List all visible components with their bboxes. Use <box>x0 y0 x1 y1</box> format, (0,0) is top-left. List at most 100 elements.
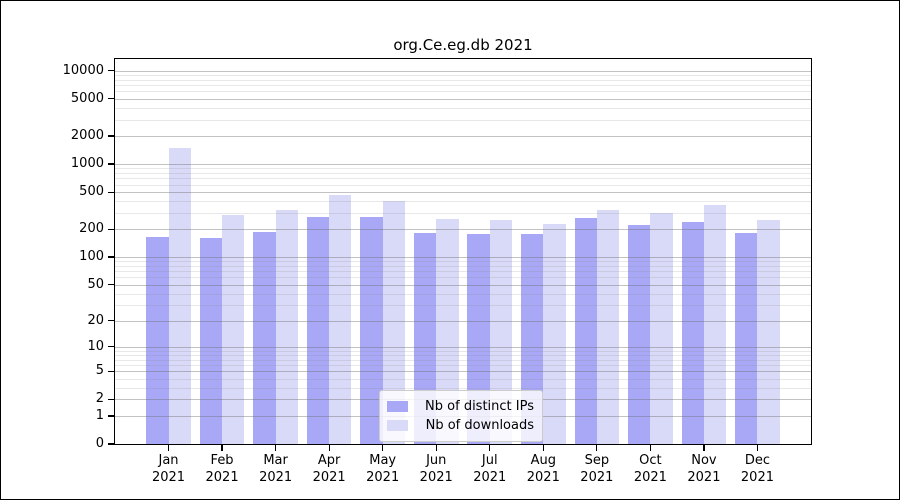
bar-nb-of-downloads-jan-2021 <box>168 147 191 444</box>
x-tick-label-line: Mar <box>263 453 288 468</box>
x-tick-label-line: 2021 <box>366 470 400 485</box>
x-tick-mark-jul-2021 <box>489 444 491 451</box>
x-tick-label-line: 2021 <box>419 470 453 485</box>
x-tick-label-line: 2021 <box>259 470 293 485</box>
y-tick-label-0: 0 <box>95 436 104 451</box>
x-tick-mark-oct-2021 <box>649 444 651 451</box>
bar-nb-of-distinct-ips-mar-2021 <box>253 231 276 444</box>
bar-nb-of-distinct-ips-jan-2021 <box>146 236 169 444</box>
bar-nb-of-downloads-jul-2021 <box>489 220 513 444</box>
x-tick-label-line: 2021 <box>473 470 507 485</box>
bar-nb-of-downloads-feb-2021 <box>222 214 245 444</box>
y-tick-label-1: 1 <box>95 407 104 423</box>
x-tick-label-line: Apr <box>317 453 341 468</box>
y-tick-mark-1 <box>108 415 115 417</box>
x-tick-label-line: Feb <box>210 453 234 468</box>
x-tick-label-oct-2021: Oct 2021 <box>622 452 678 486</box>
x-tick-mark-jun-2021 <box>435 444 437 451</box>
x-tick-mark-nov-2021 <box>703 444 705 451</box>
x-tick-mark-sep-2021 <box>596 444 598 451</box>
x-tick-label-line: 2021 <box>687 470 721 485</box>
x-tick-label-line: Dec <box>744 453 771 468</box>
y-tick-mark-0 <box>108 443 115 445</box>
y-tick-mark-1000 <box>108 163 115 165</box>
x-tick-label-jan-2021: Jan 2021 <box>141 452 197 486</box>
y-tick-label-20: 20 <box>87 312 104 328</box>
x-tick-label-sep-2021: Sep 2021 <box>569 452 625 486</box>
bar-nb-of-downloads-sep-2021 <box>596 210 620 444</box>
legend: Nb of distinct IPs Nb of downloads <box>379 390 543 442</box>
bar-nb-of-distinct-ips-oct-2021 <box>628 224 651 444</box>
x-tick-label-jun-2021: Jun 2021 <box>408 452 464 486</box>
x-tick-label-line: Jun <box>426 453 447 468</box>
y-tick-mark-20 <box>108 320 115 322</box>
x-tick-label-line: 2021 <box>740 470 774 485</box>
bar-nb-of-distinct-ips-nov-2021 <box>681 222 704 444</box>
y-tick-label-500: 500 <box>79 184 104 200</box>
x-tick-label-may-2021: May 2021 <box>355 452 411 486</box>
y-tick-label-10: 10 <box>87 338 104 354</box>
bars-layer <box>115 59 811 444</box>
bar-nb-of-downloads-jun-2021 <box>436 218 459 444</box>
y-tick-label-2: 2 <box>95 391 104 407</box>
y-tick-label-200: 200 <box>79 221 104 237</box>
x-tick-mark-dec-2021 <box>756 444 759 451</box>
y-tick-mark-100 <box>108 256 115 258</box>
x-tick-mark-apr-2021 <box>328 444 330 451</box>
legend-label-nb-of-distinct-ips: Nb of distinct IPs <box>425 399 534 414</box>
y-tick-mark-10000 <box>108 70 115 72</box>
y-tick-label-1000: 1000 <box>70 156 104 172</box>
x-tick-label-line: Aug <box>530 453 556 468</box>
x-tick-label-dec-2021: Dec 2021 <box>729 452 785 486</box>
legend-swatch-nb-of-distinct-ips <box>387 401 408 412</box>
x-tick-label-line: 2021 <box>205 470 239 485</box>
bar-nb-of-distinct-ips-sep-2021 <box>574 217 597 444</box>
y-tick-mark-2000 <box>108 135 115 137</box>
x-tick-label-line: Sep <box>584 453 610 468</box>
bar-nb-of-downloads-dec-2021 <box>757 220 780 444</box>
legend-item-nb-of-downloads: Nb of downloads <box>387 416 534 435</box>
x-tick-label-line: 2021 <box>312 470 346 485</box>
x-tick-label-line: Nov <box>691 453 717 468</box>
x-tick-label-apr-2021: Apr 2021 <box>301 452 357 486</box>
bar-nb-of-distinct-ips-dec-2021 <box>735 232 758 444</box>
bar-nb-of-downloads-may-2021 <box>382 201 405 444</box>
x-tick-label-jul-2021: Jul 2021 <box>462 452 518 486</box>
x-tick-label-line: 2021 <box>526 470 560 485</box>
x-tick-label-line: 2021 <box>151 470 186 485</box>
legend-swatch-nb-of-downloads <box>387 420 408 431</box>
legend-item-nb-of-distinct-ips: Nb of distinct IPs <box>387 397 534 416</box>
x-tick-label-line: 2021 <box>580 470 614 485</box>
bar-nb-of-downloads-nov-2021 <box>703 205 727 444</box>
x-tick-mark-feb-2021 <box>221 444 223 451</box>
y-tick-mark-5 <box>108 370 115 372</box>
y-tick-mark-2 <box>108 398 115 401</box>
chart-title: org.Ce.eg.db 2021 <box>393 36 533 54</box>
bar-nb-of-distinct-ips-apr-2021 <box>306 217 330 444</box>
bar-nb-of-downloads-oct-2021 <box>650 213 673 444</box>
plot-area: Nb of distinct IPs Nb of downloads <box>114 58 812 445</box>
y-tick-mark-200 <box>108 228 115 230</box>
x-tick-label-line: Jan <box>158 453 179 468</box>
x-tick-mark-mar-2021 <box>275 444 277 451</box>
y-tick-label-5000: 5000 <box>70 90 104 106</box>
bar-nb-of-downloads-mar-2021 <box>275 210 298 444</box>
x-tick-label-mar-2021: Mar 2021 <box>248 452 304 486</box>
x-tick-label-line: Jul <box>481 453 498 468</box>
y-tick-label-100: 100 <box>79 248 104 264</box>
x-tick-mark-may-2021 <box>382 444 384 451</box>
x-tick-mark-jan-2021 <box>167 444 170 451</box>
bar-nb-of-distinct-ips-may-2021 <box>360 217 383 444</box>
y-tick-label-2000: 2000 <box>70 127 104 143</box>
x-tick-label-nov-2021: Nov 2021 <box>676 452 732 486</box>
y-tick-label-50: 50 <box>87 276 104 292</box>
y-tick-mark-500 <box>108 191 115 193</box>
x-tick-label-feb-2021: Feb 2021 <box>194 452 250 486</box>
legend-label-nb-of-downloads: Nb of downloads <box>425 418 534 433</box>
x-tick-label-line: May <box>369 453 397 468</box>
bar-nb-of-downloads-apr-2021 <box>329 195 352 444</box>
x-tick-label-line: Oct <box>639 453 662 468</box>
y-tick-mark-5000 <box>108 98 115 100</box>
bar-nb-of-downloads-aug-2021 <box>543 224 566 444</box>
